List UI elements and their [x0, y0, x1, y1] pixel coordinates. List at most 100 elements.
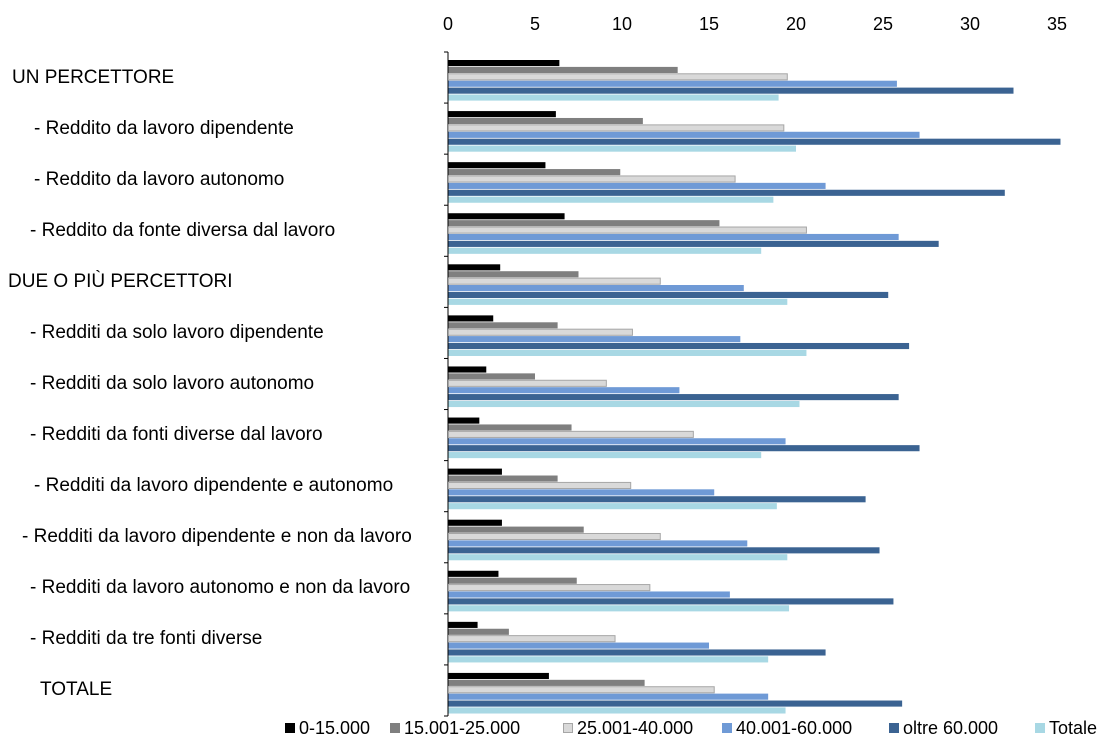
- bar: [448, 605, 790, 612]
- category-label: - Reddito da lavoro dipendente: [34, 117, 294, 139]
- bar: [448, 686, 715, 694]
- bar: [448, 656, 769, 663]
- bar: [448, 162, 546, 169]
- bar: [448, 700, 903, 707]
- bar: [448, 452, 762, 459]
- bar: [448, 66, 678, 73]
- bar: [448, 196, 774, 203]
- category-label: - Redditi da solo lavoro autonomo: [30, 373, 315, 394]
- category-label: - Redditi da lavoro dipendente e non da …: [22, 526, 412, 548]
- bar: [448, 532, 661, 541]
- bar: [448, 481, 632, 490]
- bar: [448, 138, 1061, 145]
- legend-swatch: [390, 723, 400, 733]
- x-tick-label: 30: [960, 14, 980, 34]
- legend-swatch: [563, 723, 573, 733]
- bar: [448, 379, 607, 387]
- bar: [448, 430, 694, 438]
- bar: [448, 577, 577, 584]
- bar: [448, 322, 558, 329]
- bar: [448, 73, 788, 81]
- legend-label: 0-15.000: [299, 717, 371, 738]
- legend-item: 15.001-25.000: [390, 717, 520, 739]
- bar: [448, 169, 621, 176]
- legend-label: 40.001-60.000: [736, 717, 853, 738]
- bar: [448, 131, 920, 138]
- bar: [448, 635, 616, 643]
- bar: [448, 649, 826, 656]
- x-tick-label: 20: [786, 14, 806, 34]
- bar: [448, 285, 744, 292]
- legend-item: 40.001-60.000: [722, 717, 852, 739]
- legend-swatch: [722, 723, 732, 733]
- legend-label: 25.001-40.000: [577, 717, 694, 738]
- bar: [448, 417, 480, 424]
- bar: [448, 264, 501, 271]
- bar: [448, 584, 651, 592]
- bar: [448, 315, 494, 322]
- bar: [448, 591, 730, 598]
- category-label: TOTALE: [40, 679, 113, 701]
- legend-swatch: [889, 723, 899, 733]
- bar: [448, 547, 880, 554]
- category-label: - Redditi da lavoro dipendente e autonom…: [34, 475, 394, 497]
- bar: [448, 387, 680, 394]
- bar: [448, 554, 788, 561]
- bar: [448, 693, 769, 700]
- bar: [448, 373, 535, 380]
- bar: [448, 424, 572, 431]
- x-tick-label: 15: [699, 14, 719, 34]
- bar: [448, 679, 645, 686]
- x-tick-label: 0: [443, 14, 453, 34]
- bar: [448, 475, 558, 482]
- bar: [448, 145, 796, 152]
- bar: [448, 271, 579, 278]
- bar: [448, 342, 910, 350]
- bar: [448, 570, 499, 577]
- category-label: - Redditi da solo lavoro dipendente: [30, 321, 324, 343]
- bar: [448, 117, 643, 125]
- legend-item: 0-15.000: [285, 717, 370, 739]
- bar: [448, 707, 786, 714]
- bar: [448, 182, 826, 189]
- axis-layer: 0 5 10 15 20 25 30 35: [443, 14, 1067, 717]
- bar: [448, 80, 897, 87]
- legend-label: oltre 60.000: [903, 717, 999, 738]
- bar: [448, 189, 1005, 196]
- x-tick-label: 25: [873, 14, 893, 34]
- legend-item: Totale: [1035, 717, 1097, 739]
- bar: [448, 111, 556, 118]
- x-tick-label: 35: [1047, 14, 1067, 34]
- bar: [448, 247, 762, 254]
- bar: [448, 87, 1014, 94]
- bar: [448, 298, 788, 305]
- legend-label: Totale: [1049, 717, 1097, 738]
- category-label: - Redditi da lavoro autonomo e non da la…: [30, 577, 411, 599]
- bar: [448, 394, 899, 401]
- bar: [448, 540, 748, 547]
- bar: [448, 226, 807, 234]
- bar: [448, 400, 800, 408]
- bar: [448, 94, 779, 101]
- bar: [448, 445, 920, 452]
- legend-swatch: [1035, 723, 1045, 733]
- bar: [448, 628, 509, 635]
- x-tick-label: 5: [530, 14, 540, 34]
- bar: [448, 489, 715, 496]
- bar: [448, 240, 939, 247]
- bar: [448, 468, 502, 475]
- bar: [448, 598, 894, 605]
- bar: [448, 621, 478, 628]
- bar: [448, 496, 866, 503]
- category-label: DUE O PIÙ PERCETTORI: [8, 270, 233, 292]
- bar: [448, 124, 785, 132]
- category-label: UN PERCETTORE: [12, 66, 175, 88]
- bar: [448, 213, 565, 220]
- bar: [448, 233, 899, 241]
- bar: [448, 349, 807, 356]
- legend-item: 25.001-40.000: [563, 717, 693, 739]
- bar: [448, 642, 709, 649]
- legend-label: 15.001-25.000: [404, 717, 521, 738]
- bar: [448, 438, 786, 445]
- bar: [448, 328, 633, 336]
